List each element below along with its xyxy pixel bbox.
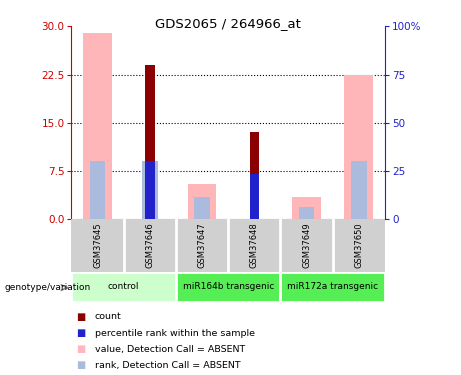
Bar — [344, 75, 373, 219]
Bar — [280, 272, 385, 302]
Bar — [145, 65, 154, 219]
Text: GSM37650: GSM37650 — [355, 223, 363, 268]
Text: miR164b transgenic: miR164b transgenic — [183, 282, 274, 291]
Text: control: control — [108, 282, 139, 291]
Text: miR172a transgenic: miR172a transgenic — [287, 282, 378, 291]
Bar — [194, 197, 210, 219]
Text: GSM37646: GSM37646 — [145, 223, 154, 268]
Text: GSM37645: GSM37645 — [93, 223, 102, 268]
Text: ■: ■ — [76, 344, 85, 354]
Text: ■: ■ — [76, 312, 85, 322]
Text: rank, Detection Call = ABSENT: rank, Detection Call = ABSENT — [95, 361, 240, 370]
Bar — [145, 161, 154, 219]
Bar — [188, 184, 217, 219]
Text: genotype/variation: genotype/variation — [5, 283, 91, 292]
Text: percentile rank within the sample: percentile rank within the sample — [95, 328, 254, 338]
Bar — [299, 207, 314, 219]
Text: GDS2065 / 264966_at: GDS2065 / 264966_at — [155, 17, 301, 30]
Bar — [83, 33, 112, 219]
Bar — [71, 272, 176, 302]
Bar — [142, 161, 158, 219]
Bar — [292, 197, 321, 219]
Text: GSM37648: GSM37648 — [250, 223, 259, 268]
Text: count: count — [95, 312, 121, 321]
Text: GSM37649: GSM37649 — [302, 223, 311, 268]
Bar — [90, 161, 106, 219]
Text: ■: ■ — [76, 328, 85, 338]
Bar — [249, 132, 259, 219]
Bar — [351, 161, 366, 219]
Bar — [176, 272, 280, 302]
Bar — [249, 174, 259, 219]
Text: value, Detection Call = ABSENT: value, Detection Call = ABSENT — [95, 345, 245, 354]
Text: GSM37647: GSM37647 — [198, 223, 207, 268]
Text: ■: ■ — [76, 360, 85, 370]
